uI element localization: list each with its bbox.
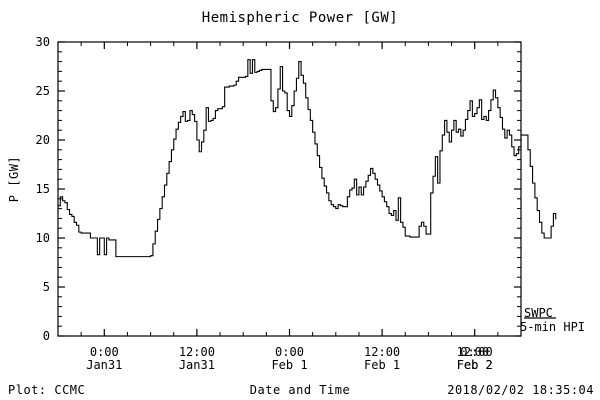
x-axis-tick-label: 12:00 Feb 1 [364, 345, 401, 372]
page-title: Hemispheric Power [GW] [201, 10, 399, 26]
plot-credit-label: Plot: CCMC [8, 383, 86, 397]
y-axis-tick-label: 15 [35, 182, 50, 196]
legend-label-product: 5-min HPI [520, 320, 586, 334]
x-axis-tick-label: 0:00 Feb 2 [456, 345, 493, 372]
series-line-swpc-5min-hpi [58, 59, 557, 258]
y-axis-tick-label: 10 [35, 231, 50, 245]
y-axis-ticks [58, 41, 521, 337]
y-axis-tick-label: 0 [42, 329, 50, 343]
y-axis-title: P [GW] [7, 155, 21, 203]
x-axis-tick-label: 0:00 Jan31 [86, 345, 123, 372]
x-axis-tick-label: 12:00 Jan31 [178, 345, 215, 372]
legend-label-source: SWPC [524, 306, 553, 320]
generated-timestamp-label: 2018/02/02 18:35:04 [447, 383, 594, 397]
data-series-layer [58, 59, 557, 258]
x-axis-title: Date and Time [249, 383, 351, 397]
axis-frame [57, 41, 522, 337]
x-axis-tick-label: 12:00 Feb 2 [456, 345, 493, 372]
x-axis-tick-label: 0:00 Feb 1 [271, 345, 308, 372]
y-axis-tick-label: 5 [42, 280, 50, 294]
y-axis-tick-label: 30 [35, 35, 50, 49]
y-axis-tick-label: 20 [35, 133, 50, 147]
x-axis-ticks [57, 42, 522, 336]
y-axis-tick-label: 25 [35, 84, 50, 98]
